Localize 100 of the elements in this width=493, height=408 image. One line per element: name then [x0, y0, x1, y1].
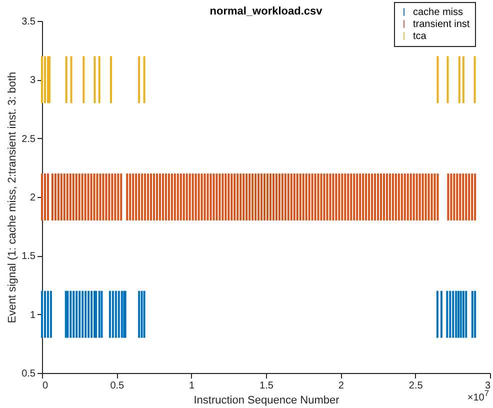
bar: [269, 174, 272, 220]
bar: [446, 290, 448, 338]
bar: [404, 174, 406, 220]
bar: [474, 290, 476, 338]
bar: [108, 290, 111, 338]
bar: [110, 56, 112, 104]
bar: [462, 174, 464, 220]
bar: [114, 174, 116, 220]
bar: [200, 174, 203, 220]
y-tick-label: 0.5: [22, 368, 36, 380]
bar: [434, 174, 436, 220]
bar: [57, 174, 60, 220]
bar: [474, 56, 476, 104]
bar: [84, 290, 87, 338]
x-tick-label: 2: [338, 380, 344, 392]
bar: [359, 174, 362, 220]
bar: [82, 290, 84, 338]
bar: [105, 174, 108, 220]
bar: [216, 174, 218, 220]
bar: [428, 174, 430, 220]
bar: [302, 174, 304, 220]
bar: [382, 174, 385, 220]
bar: [112, 290, 114, 338]
bar: [410, 174, 412, 220]
bar: [170, 174, 173, 220]
y-tick-label: 3: [30, 75, 36, 86]
bar: [296, 174, 298, 220]
bar: [100, 290, 103, 338]
bar: [98, 56, 100, 104]
bar: [41, 174, 43, 220]
bar: [462, 290, 464, 338]
bar: [450, 174, 452, 220]
bar: [258, 174, 260, 220]
bar: [400, 174, 403, 220]
bar: [44, 290, 46, 338]
legend-label: cache miss: [413, 7, 464, 18]
bar: [447, 174, 450, 220]
bar: [341, 174, 344, 220]
bar: [416, 174, 418, 220]
bar: [162, 174, 164, 220]
bar: [90, 174, 92, 220]
bar: [90, 290, 93, 338]
bar: [63, 174, 66, 220]
bar: [368, 174, 370, 220]
bar: [457, 290, 460, 338]
bar: [272, 174, 274, 220]
bar: [284, 174, 286, 220]
bar: [93, 174, 96, 220]
y-axis-title: Event signal (1: cache miss, 2:transient inst. 3: both: [6, 72, 19, 324]
bar: [246, 174, 248, 220]
bar: [228, 174, 230, 220]
bar: [143, 56, 146, 104]
bar: [430, 174, 433, 220]
bar: [138, 174, 140, 220]
x-tick-label: 0: [42, 380, 48, 392]
bar: [347, 174, 350, 220]
bar: [164, 174, 167, 220]
x-tick-label: 2.5: [408, 380, 424, 392]
bar: [174, 174, 176, 220]
bar: [111, 174, 114, 220]
bar: [436, 56, 439, 104]
bar: [242, 174, 245, 220]
bar: [278, 174, 280, 220]
bar: [69, 174, 72, 220]
y-tick-label: 2: [30, 192, 36, 204]
bar: [365, 174, 368, 220]
bar: [81, 174, 84, 220]
bar: [388, 174, 391, 220]
bar: [143, 290, 146, 338]
bar: [72, 174, 74, 220]
bar: [356, 174, 358, 220]
x-tick-label: 0.5: [110, 380, 125, 392]
bar: [46, 174, 49, 220]
bar: [338, 174, 340, 220]
bar: [335, 174, 338, 220]
bar: [465, 174, 468, 220]
bar: [218, 174, 221, 220]
bar: [362, 174, 364, 220]
bar: [323, 174, 326, 220]
bar: [180, 174, 182, 220]
bar: [380, 174, 382, 220]
bar: [44, 174, 46, 220]
bar: [418, 174, 421, 220]
bar: [132, 174, 134, 220]
bar: [198, 174, 200, 220]
bar: [51, 174, 54, 220]
y-tick-label: 1: [30, 310, 36, 321]
bar: [94, 56, 96, 104]
bar: [332, 174, 334, 220]
bar: [422, 174, 424, 220]
bar: [398, 174, 400, 220]
bar: [311, 174, 314, 220]
bar: [84, 174, 86, 220]
bar: [129, 174, 132, 220]
bar: [204, 174, 206, 220]
bar: [248, 174, 251, 220]
bar: [254, 174, 257, 220]
bar: [468, 174, 470, 220]
legend-label: transient inst: [413, 19, 470, 30]
bar: [78, 174, 80, 220]
